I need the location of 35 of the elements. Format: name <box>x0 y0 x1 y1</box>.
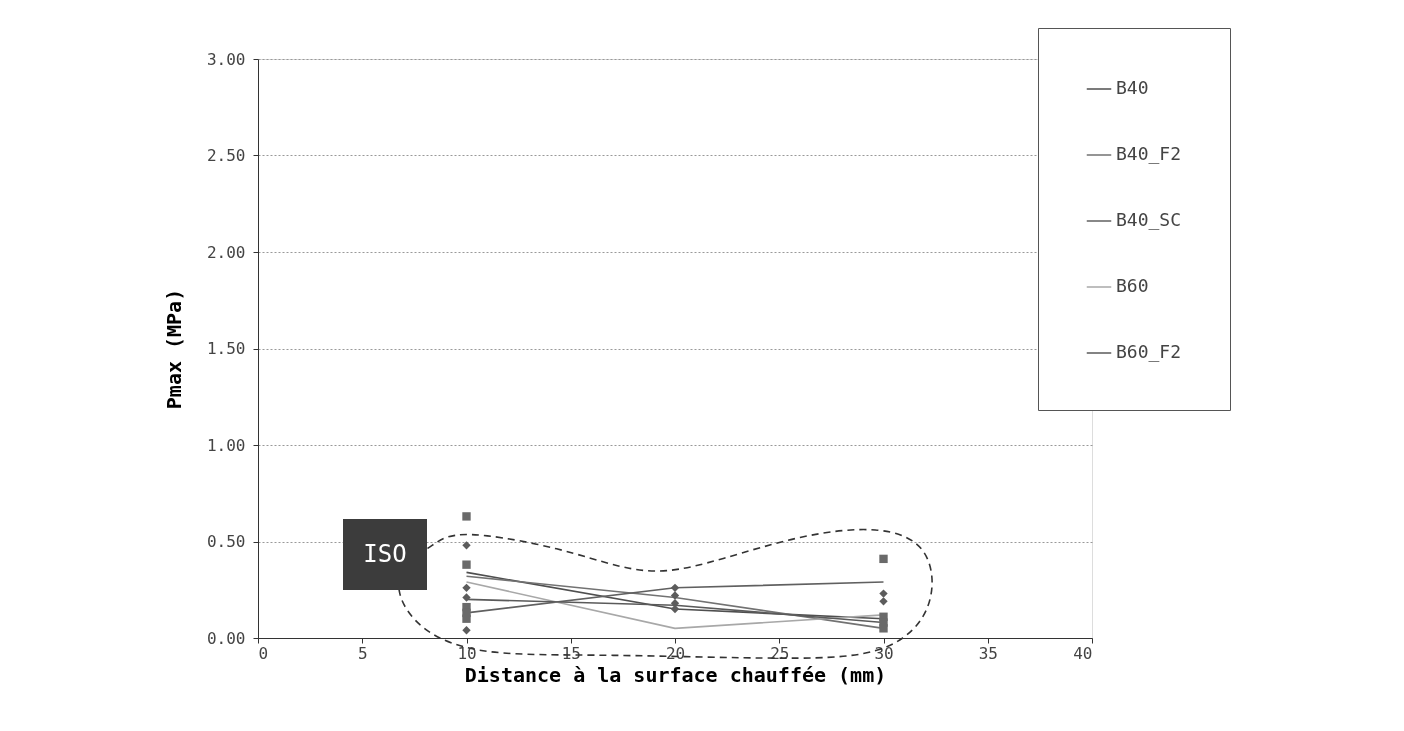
point <box>670 591 680 600</box>
point <box>462 614 471 623</box>
y-tick-label: 1.50 <box>206 339 246 358</box>
legend-label: B40 <box>1116 77 1149 98</box>
point <box>462 560 471 569</box>
x-tick-label: 20 <box>665 643 686 663</box>
annotation: ISO <box>363 540 407 568</box>
point <box>879 624 888 633</box>
x-tick-label: 10 <box>457 643 477 663</box>
legend-label: B60 <box>1116 275 1149 296</box>
x-tick-label: 5 <box>357 643 368 663</box>
y-tick-label: 2.00 <box>206 242 246 262</box>
legend-label: B40_SC <box>1116 209 1182 230</box>
x-tick-label: 35 <box>978 643 998 663</box>
legend-label: B60_F2 <box>1116 341 1182 362</box>
y-tick-label: 3.00 <box>206 49 246 69</box>
point <box>879 589 888 598</box>
point <box>879 554 888 564</box>
point <box>670 583 680 592</box>
y-tick-label: 1.00 <box>206 435 246 455</box>
y-tick-label: 2.50 <box>206 146 246 165</box>
point <box>462 626 471 635</box>
y-tick-label: 0.00 <box>206 628 246 648</box>
legend-label: B40_F2 <box>1116 143 1182 164</box>
x-tick-label: 0 <box>258 643 269 663</box>
point <box>462 541 471 550</box>
point <box>462 593 471 602</box>
y-axis-title: Pmax (MPa) <box>161 288 186 410</box>
point <box>462 583 471 592</box>
x-axis-title: Distance à la surface chauffée (mm) <box>464 662 887 687</box>
point <box>462 512 471 521</box>
point <box>879 597 888 606</box>
y-tick-label: 0.50 <box>206 532 246 551</box>
x-tick-label: 40 <box>1073 643 1093 663</box>
x-tick-label: 30 <box>874 643 894 663</box>
